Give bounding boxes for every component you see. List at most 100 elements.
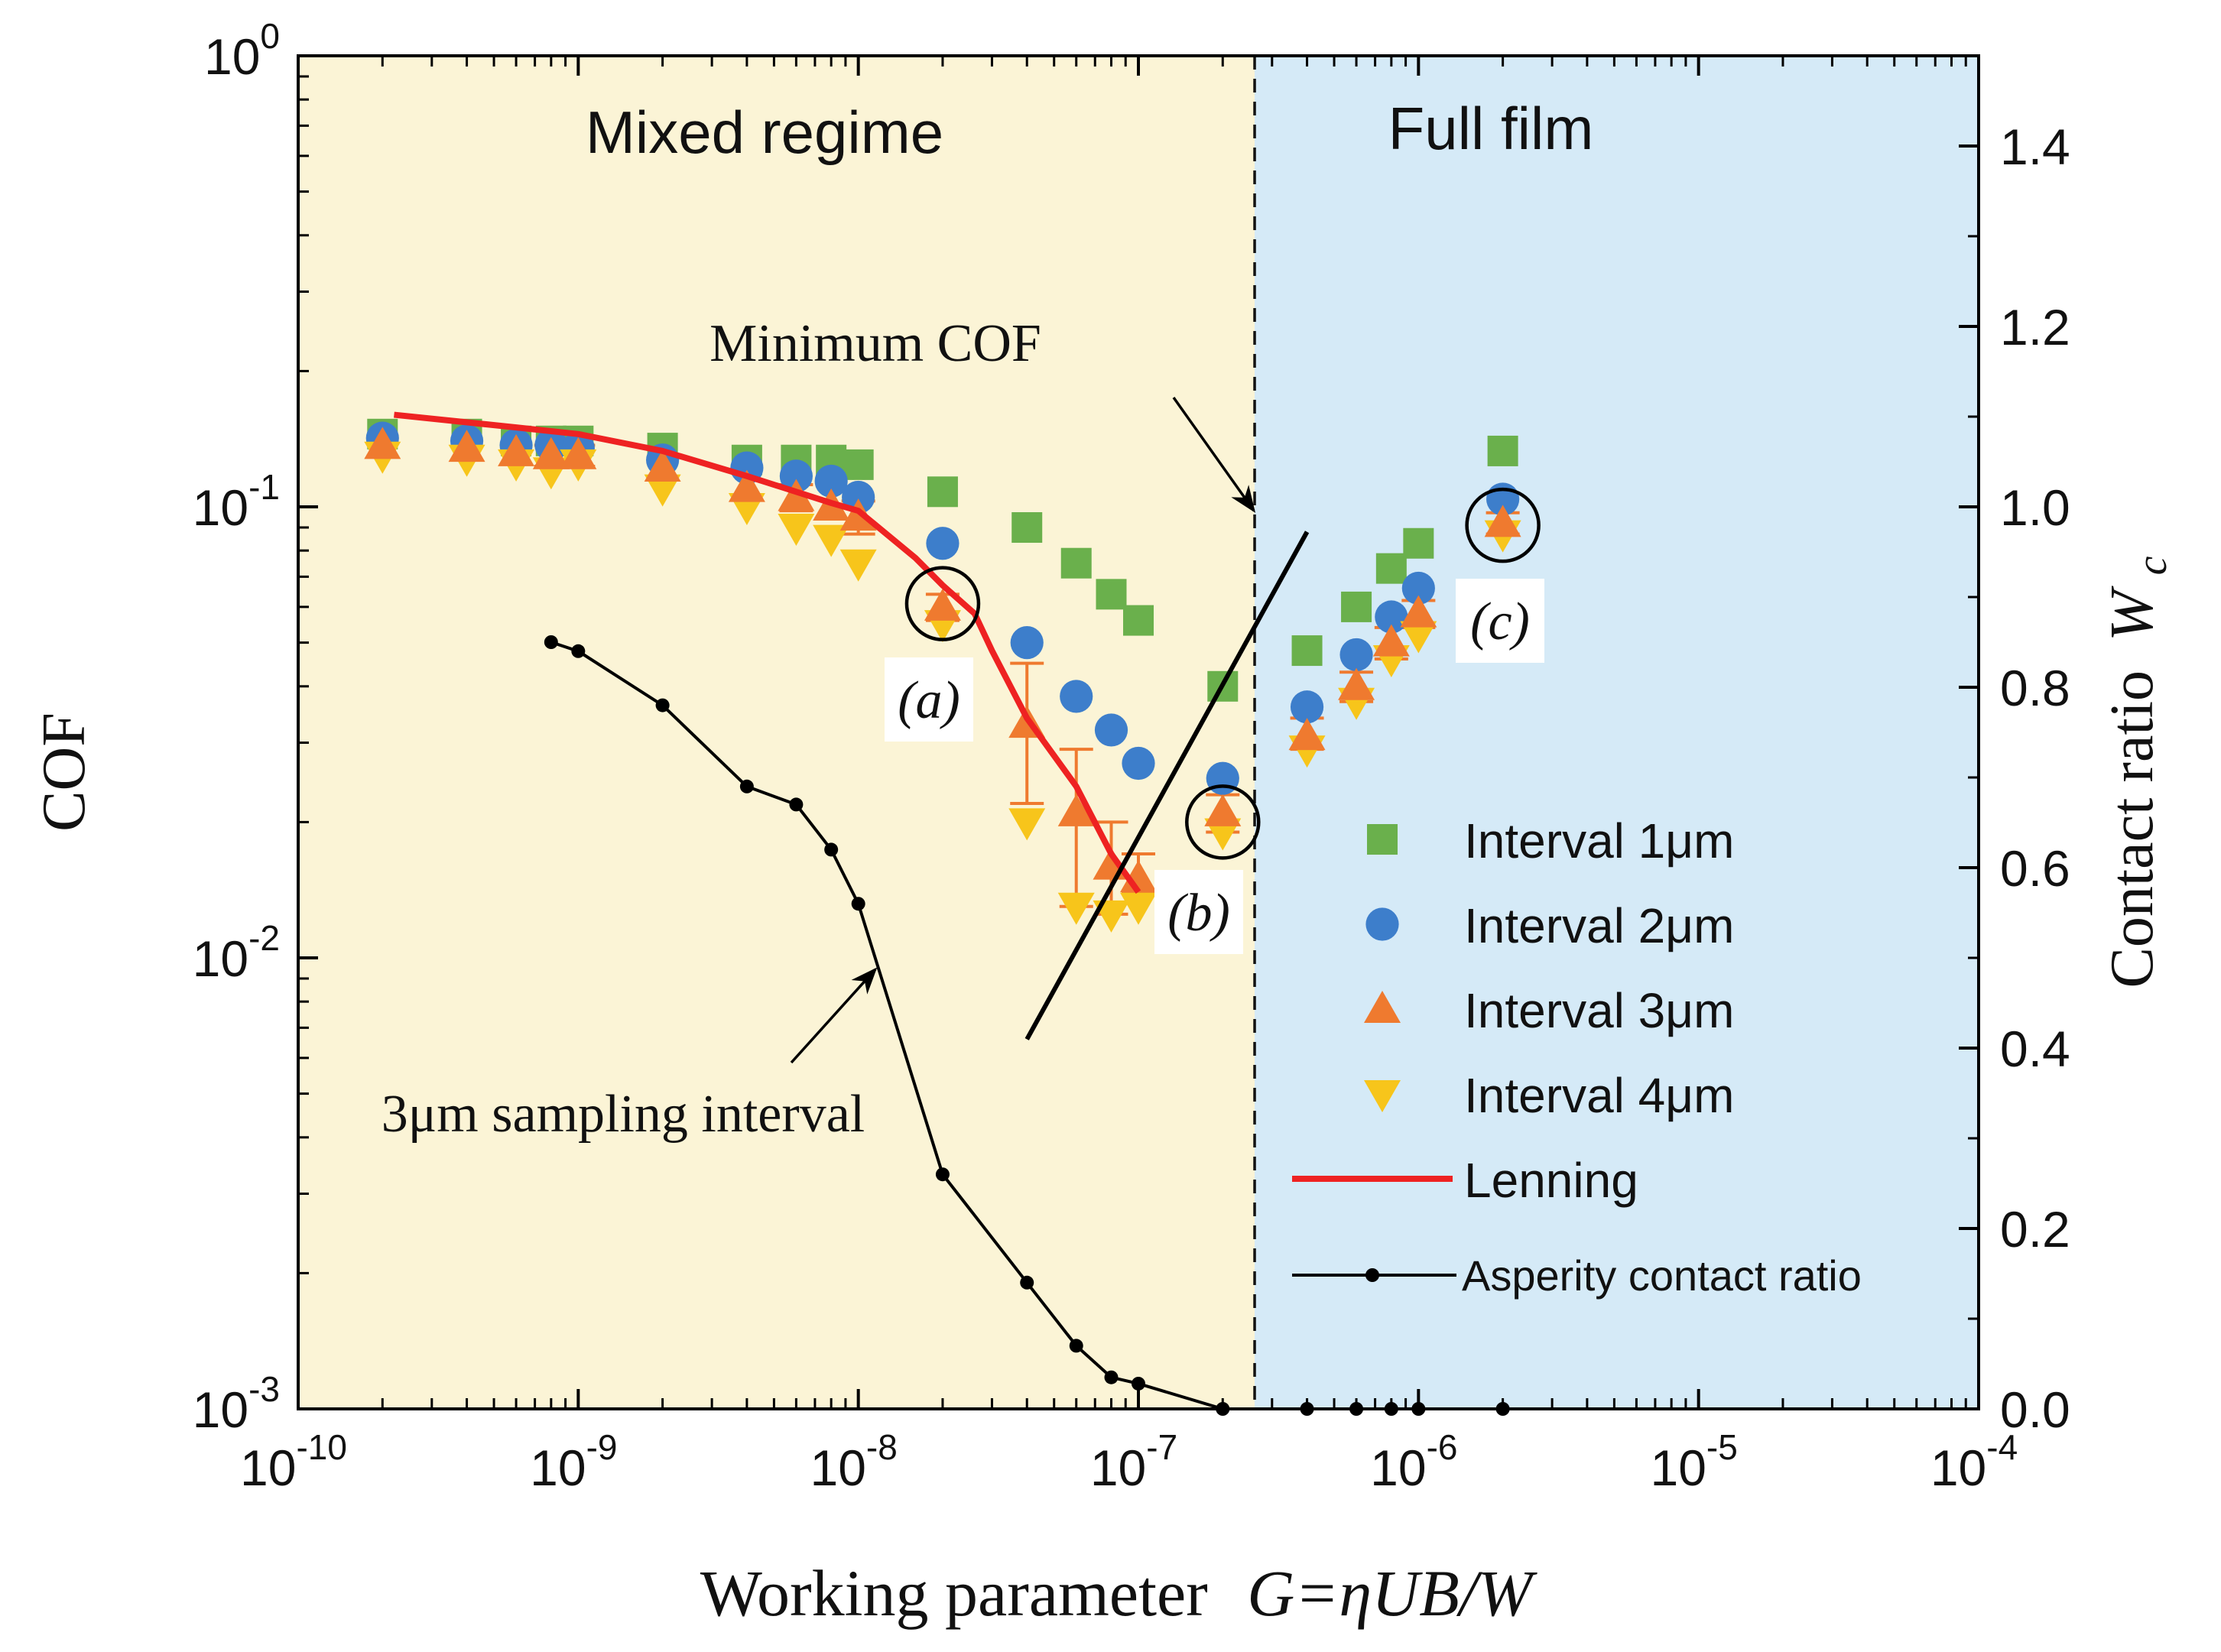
- legend-marker: [1367, 824, 1398, 855]
- series-1-point: [1291, 635, 1323, 667]
- series-2-point: [1010, 626, 1044, 660]
- plot-frame: [297, 54, 1980, 1410]
- asperity-point: [824, 842, 839, 857]
- series-3-point: [644, 450, 681, 482]
- series-3-point: [448, 430, 485, 462]
- point-label-box: [1154, 870, 1243, 954]
- series-1-point: [1011, 511, 1043, 543]
- y2-tick-label: 0.2: [2000, 1201, 2070, 1258]
- legend-label: Interval 2μm: [1464, 898, 1734, 953]
- y-tick-base: 10: [193, 479, 248, 536]
- legend-item-3: Interval 3μm: [1364, 983, 1734, 1038]
- region-label-full: Full film: [1388, 95, 1594, 162]
- regions: [298, 56, 1979, 1409]
- x-tick-exp: -9: [586, 1427, 618, 1467]
- series-3-point: [778, 479, 815, 511]
- legend-item-1: Interval 1μm: [1367, 813, 1734, 868]
- series-2-point: [1094, 713, 1128, 747]
- y-tick-exp: 0: [260, 16, 280, 56]
- legend: Interval 1μm Interval 2μm Interval 3μm Inte…: [1292, 813, 1862, 1300]
- series-1-point: [927, 476, 958, 508]
- series-2-point: [1339, 638, 1373, 672]
- series-3-point: [1338, 667, 1375, 700]
- series-2-point: [1206, 761, 1239, 795]
- y-axis-title: COF: [31, 712, 98, 832]
- series-4-point: [1008, 808, 1046, 841]
- series-3-point: [364, 427, 401, 459]
- series-3-point: [924, 588, 961, 621]
- x-tick-exp: -4: [1986, 1427, 2018, 1467]
- minimum-cof-arrow: [1172, 396, 1256, 513]
- axis-labels: Mixed regime Full film Minimum COF 3μm s…: [31, 95, 2176, 1630]
- series-3-point: [532, 437, 570, 469]
- y2-tick-label: 1.0: [2000, 479, 2070, 536]
- sampling-interval-label: 3μm sampling interval: [382, 1085, 865, 1144]
- point-label-label_b: (b): [1167, 884, 1230, 943]
- series-3-point: [728, 469, 765, 502]
- legend-marker: [1364, 1080, 1401, 1112]
- series-3-point: [1057, 794, 1095, 826]
- series-1-point: [1060, 547, 1092, 579]
- asperity-point: [1069, 1339, 1083, 1353]
- legend-item-lenning: Lenning: [1292, 1153, 1638, 1208]
- series-4-point: [644, 474, 681, 507]
- y-tick-base: 10: [204, 28, 260, 85]
- series-3-point: [498, 433, 535, 466]
- series-1-point: [1123, 605, 1154, 636]
- series-4-point: [1400, 621, 1437, 654]
- y-tick-exp: -2: [248, 918, 280, 958]
- y2-title-sub: c: [2128, 556, 2176, 575]
- asperity-point: [739, 779, 754, 794]
- series-4-point: [839, 549, 877, 582]
- legend-marker: [1364, 991, 1401, 1023]
- x-tick-label: 10-5: [1651, 1427, 1738, 1496]
- series-3-point: [1204, 794, 1242, 826]
- asperity-point: [1104, 1370, 1119, 1384]
- series-4-point: [1120, 892, 1157, 925]
- region-label-mixed: Mixed regime: [586, 99, 943, 166]
- series-3-point: [560, 437, 597, 469]
- asperity-point: [935, 1167, 950, 1182]
- point-label-label_c: (c): [1470, 592, 1530, 651]
- series-2-point: [1401, 571, 1435, 605]
- annotations: (a) (b) (c): [790, 396, 1544, 1064]
- x-tick-exp: -8: [866, 1427, 898, 1467]
- point-label-label_a: (a): [898, 671, 960, 730]
- y2-tick-label: 0.6: [2000, 840, 2070, 897]
- highlight-circle-c: [1465, 487, 1541, 563]
- x-title-formula: G=ηUB/W: [1247, 1556, 1537, 1630]
- series-2-point: [1290, 690, 1324, 724]
- x-tick-base: 10: [1930, 1439, 1986, 1496]
- series-1-point: [843, 449, 874, 480]
- series-1-point: [1375, 553, 1407, 584]
- asperity-point: [851, 897, 865, 911]
- x-tick-label: 10-9: [530, 1427, 617, 1496]
- y-tick-exp: -1: [248, 467, 280, 507]
- series-2-point: [1122, 746, 1155, 781]
- x-tick-exp: -7: [1146, 1427, 1177, 1467]
- asperity-point: [655, 698, 670, 712]
- lenning-line: [394, 411, 1141, 894]
- y2-title-prefix: Contact ratio: [2099, 670, 2166, 988]
- y2-axis-title: Contact ratio W c: [2099, 556, 2176, 988]
- legend-marker: [1365, 907, 1399, 941]
- series-4-point: [1057, 892, 1095, 925]
- highlight-circle-a: [904, 566, 981, 641]
- legend-label: Interval 4μm: [1464, 1068, 1734, 1123]
- legend-marker: [1365, 1268, 1379, 1282]
- asperity-point: [571, 644, 586, 658]
- legend-label: Interval 3μm: [1464, 983, 1734, 1038]
- y-tick-label: 10-1: [193, 467, 280, 536]
- sampling-interval-arrow: [790, 967, 878, 1064]
- series-2-point: [1060, 680, 1093, 713]
- y2-tick-label: 1.2: [2000, 299, 2070, 355]
- series-1-point: [1341, 591, 1372, 622]
- x-title-prefix: Working parameter: [700, 1556, 1208, 1630]
- highlight-circle-b: [1185, 784, 1261, 860]
- y2-title-symbol: W: [2099, 586, 2166, 641]
- x-tick-exp: -5: [1706, 1427, 1738, 1467]
- y2-tick-label: 0.0: [2000, 1381, 2070, 1438]
- series-1-point: [1487, 435, 1518, 466]
- series-2-point: [814, 464, 848, 498]
- x-tick-base: 10: [530, 1439, 586, 1496]
